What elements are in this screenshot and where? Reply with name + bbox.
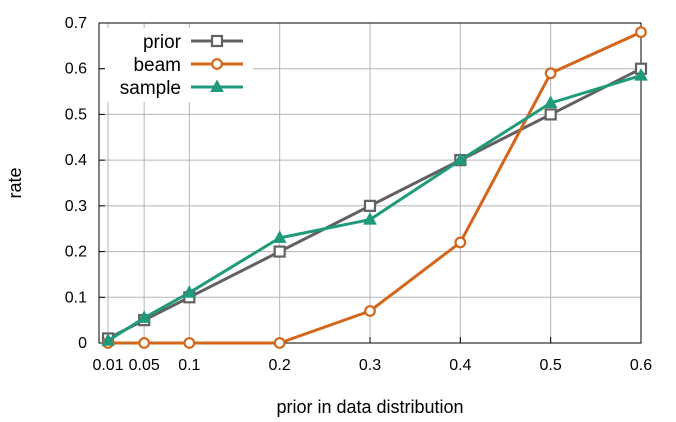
x-tick-label: 0.3 (359, 357, 381, 374)
legend-item-prior: prior (143, 32, 243, 53)
legend-item-beam: beam (133, 55, 243, 76)
beam-data-point (211, 58, 223, 70)
beam-data-point (138, 337, 151, 349)
sample-data-point (453, 152, 468, 166)
beam-data-point (544, 67, 557, 80)
legend-item-sample: sample (120, 78, 243, 99)
x-tick-label: 0.2 (269, 357, 291, 374)
sample-data-point (137, 310, 152, 323)
sample-data-point (543, 95, 558, 108)
sample-data-point (272, 230, 287, 243)
beam-data-point (273, 337, 286, 349)
beam-data-point (364, 305, 376, 317)
prior-data-point (273, 245, 286, 258)
x-tick-label: 0.05 (129, 357, 160, 374)
x-tick-label: 0.1 (178, 357, 200, 374)
y-tick-label: 0.6 (65, 61, 87, 78)
beam-data-point (183, 337, 196, 349)
sample-line (107, 74, 642, 342)
y-tick-label: 0.7 (65, 15, 87, 32)
sample-series (101, 68, 648, 346)
x-tick-label: 0.5 (540, 357, 562, 374)
beam-data-point (635, 26, 647, 39)
sample-data-point (210, 79, 224, 92)
prior-data-point (363, 199, 377, 212)
x-tick-label: 0.4 (449, 357, 471, 374)
axis-ticks: 0 0.1 0.2 0.3 0.4 0.5 0.6 0.7 0.01 0.05 0.1 0.2 0.3 0… (65, 15, 652, 374)
y-axis-title: rate (5, 167, 25, 198)
y-tick-label: 0 (78, 335, 87, 352)
sample-data-point (182, 285, 197, 298)
legend-label-prior: prior (143, 32, 182, 53)
y-tick-label: 0.1 (65, 289, 87, 306)
y-tick-label: 0.2 (65, 244, 87, 261)
prior-data-point (544, 108, 557, 121)
y-tick-label: 0.3 (65, 198, 87, 215)
sample-data-point (363, 212, 377, 225)
beam-line (108, 30, 642, 345)
prior-series (101, 62, 648, 345)
beam-data-point (454, 236, 467, 249)
sample-data-point (101, 333, 115, 346)
legend-label-sample: sample (120, 78, 181, 99)
y-tick-label: 0.4 (65, 152, 87, 169)
x-tick-label: 0.6 (630, 357, 652, 374)
legend-label-beam: beam (133, 55, 181, 76)
x-axis-title: prior in data distribution (276, 397, 463, 417)
prior-data-point (210, 34, 224, 48)
y-tick-label: 0.5 (65, 106, 87, 123)
x-tick-label: 0.01 (92, 357, 123, 374)
sample-data-point (634, 68, 648, 81)
series-layer (101, 26, 648, 349)
